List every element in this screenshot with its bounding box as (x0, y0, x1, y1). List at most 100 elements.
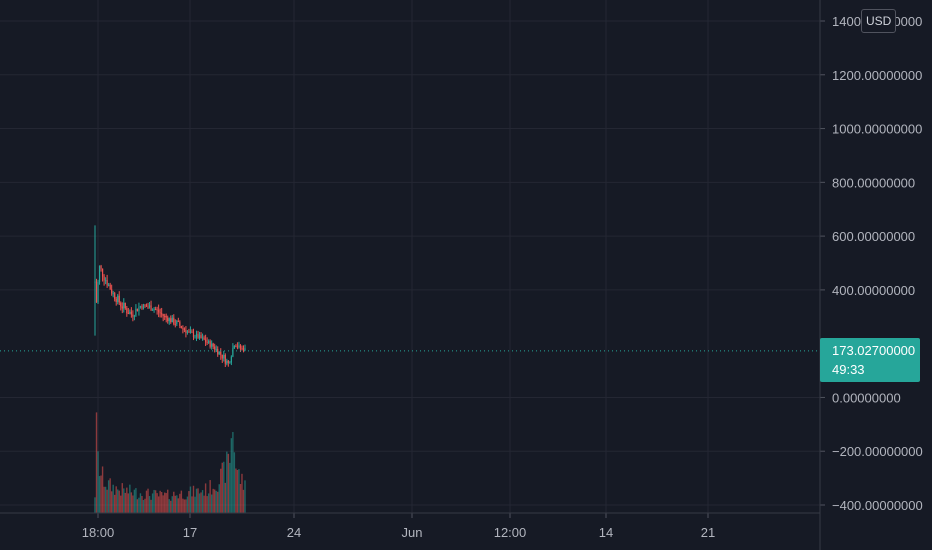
volume-bar (157, 496, 160, 513)
candle-body (120, 302, 122, 307)
volume-bar (185, 499, 187, 513)
volume-bar (120, 495, 122, 513)
volume-bar (188, 491, 190, 513)
volume-bar (100, 475, 102, 513)
volume-bar (180, 490, 183, 513)
candle-body (142, 304, 145, 309)
last-price-tag: 173.02700000 49:33 (820, 338, 920, 382)
candle-body (177, 320, 179, 322)
candle-body (235, 345, 237, 347)
volume-bar (150, 499, 152, 513)
volume-bar (160, 492, 163, 513)
candle-body (117, 295, 119, 303)
candle-body (186, 331, 189, 333)
candle-body (214, 346, 216, 350)
candle-body (173, 317, 175, 325)
currency-button[interactable]: USD (861, 9, 897, 33)
candle-body (192, 332, 195, 337)
candle-body (180, 325, 182, 329)
volume-bar (242, 489, 245, 513)
candle-body (109, 284, 111, 290)
x-tick-label: 17 (183, 525, 197, 540)
candlesticks (94, 225, 246, 367)
volume-bar (115, 486, 117, 513)
candle-body (158, 309, 160, 313)
volume-bar (98, 476, 101, 513)
candle-body (200, 335, 202, 338)
candle-body (148, 305, 151, 308)
candle-body (141, 306, 143, 309)
candle-body (217, 348, 219, 355)
candle-body (135, 308, 137, 316)
candle-body (195, 334, 198, 337)
candle-body (211, 343, 213, 347)
volume-bar (106, 489, 108, 513)
volume-bar (195, 488, 198, 513)
volume-bar (215, 490, 217, 513)
volume-bar (177, 498, 180, 513)
y-tick-label: 600.00000000 (832, 229, 915, 244)
x-tick-label: 21 (701, 525, 715, 540)
volume-bar (138, 497, 140, 513)
volume-bar (148, 496, 151, 513)
volume-bar (213, 489, 216, 513)
volume-bar (220, 468, 222, 513)
candle-body (238, 345, 240, 347)
volume-bar (162, 495, 164, 513)
candle-body (126, 308, 128, 314)
candle-body (133, 315, 135, 317)
volume-bar (168, 499, 170, 513)
volume-bar (186, 496, 189, 513)
volume-bar (109, 478, 111, 513)
candle-body (115, 299, 117, 303)
chart-grid (0, 0, 820, 513)
candle-body (159, 312, 161, 314)
volume-bar (141, 496, 143, 513)
volume-bar (159, 490, 161, 513)
candle-body (156, 309, 158, 311)
candle-body (95, 281, 98, 303)
candle-body (188, 331, 190, 333)
x-tick-label: 12:00 (494, 525, 527, 540)
volume-bar (174, 495, 177, 513)
x-tick-label: 24 (287, 525, 301, 540)
candle-body (161, 313, 163, 315)
volume-bar (221, 462, 223, 513)
candle-body (97, 282, 99, 303)
volume-bar (197, 488, 199, 513)
candle-body (100, 265, 102, 269)
y-tick-label: −200.00000000 (832, 444, 923, 459)
candle-body (130, 311, 132, 315)
candle-body (176, 320, 178, 325)
candle-body (153, 309, 155, 311)
volume-bar (129, 484, 131, 513)
volume-bar (212, 488, 214, 513)
candle-body (164, 315, 166, 317)
volume-bar (132, 495, 134, 513)
volume-bar (209, 480, 211, 513)
volume-bar (230, 438, 233, 513)
y-tick-label: −400.00000000 (832, 498, 923, 513)
volume-bar (104, 486, 107, 513)
candle-body (221, 354, 223, 359)
volume-bar (142, 500, 145, 513)
candle-body (129, 311, 131, 314)
candle-body (236, 346, 239, 348)
candle-body (220, 351, 222, 355)
x-tick-label: Jun (402, 525, 423, 540)
candle-body (174, 324, 176, 326)
candle-body (227, 360, 229, 364)
candle-body (108, 284, 110, 286)
candle-body (151, 309, 154, 311)
last-price-value: 173.02700000 (832, 343, 916, 358)
volume-bar (241, 473, 243, 513)
volume-bar (210, 494, 213, 513)
candle-body (147, 306, 149, 308)
candle-body (121, 306, 123, 309)
volume-bars (94, 412, 246, 513)
volume-bar (223, 461, 225, 513)
candle-body (197, 334, 199, 339)
candle-body (170, 318, 172, 323)
y-tick-label: 1200.00000000 (832, 68, 922, 83)
